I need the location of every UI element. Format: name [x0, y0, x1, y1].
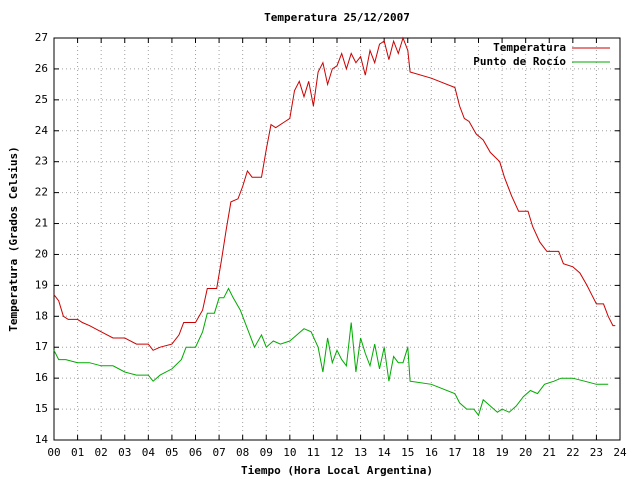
x-tick-label: 23 [590, 446, 603, 459]
x-tick-label: 08 [236, 446, 249, 459]
x-tick-label: 00 [47, 446, 60, 459]
x-tick-label: 24 [613, 446, 627, 459]
x-tick-label: 03 [118, 446, 131, 459]
x-tick-label: 13 [354, 446, 367, 459]
y-tick-label: 20 [35, 247, 48, 260]
x-tick-label: 21 [543, 446, 556, 459]
y-tick-label: 19 [35, 278, 48, 291]
x-tick-label: 22 [566, 446, 579, 459]
data-line [53, 36, 616, 351]
y-tick-label: 23 [35, 155, 48, 168]
x-tick-label: 05 [165, 446, 178, 459]
x-tick-label: 01 [71, 446, 84, 459]
x-tick-label: 12 [330, 446, 343, 459]
y-tick-label: 25 [35, 93, 48, 106]
x-tick-label: 04 [142, 446, 156, 459]
plot-frame [53, 37, 621, 441]
x-tick-label: 11 [307, 446, 320, 459]
y-tick-label: 21 [35, 217, 48, 230]
y-tick-label: 15 [35, 402, 48, 415]
x-tick-label: 16 [425, 446, 438, 459]
x-tick-label: 15 [401, 446, 414, 459]
y-tick-label: 24 [35, 124, 49, 137]
y-axis-label: Temperatura (Grados Celsius) [7, 146, 20, 331]
data-line [53, 287, 609, 417]
y-tick-label: 17 [35, 340, 48, 353]
y-tick-label: 27 [35, 31, 48, 44]
x-tick-label: 20 [519, 446, 532, 459]
x-tick-label: 09 [260, 446, 273, 459]
x-axis-label: Tiempo (Hora Local Argentina) [241, 464, 433, 477]
x-tick-label: 02 [95, 446, 108, 459]
y-tick-label: 22 [35, 186, 48, 199]
legend-label: Temperatura [493, 41, 566, 54]
chart-title: Temperatura 25/12/2007 [264, 11, 410, 24]
y-tick-label: 14 [35, 433, 49, 446]
x-tick-label: 10 [283, 446, 296, 459]
x-tick-label: 18 [472, 446, 485, 459]
x-tick-label: 06 [189, 446, 202, 459]
x-tick-label: 19 [495, 446, 508, 459]
x-tick-label: 14 [378, 446, 392, 459]
y-tick-label: 18 [35, 309, 48, 322]
legend-label: Punto de Rocío [473, 55, 566, 68]
y-tick-label: 16 [35, 371, 48, 384]
y-tick-label: 26 [35, 62, 48, 75]
x-tick-label: 07 [212, 446, 225, 459]
x-tick-label: 17 [448, 446, 461, 459]
